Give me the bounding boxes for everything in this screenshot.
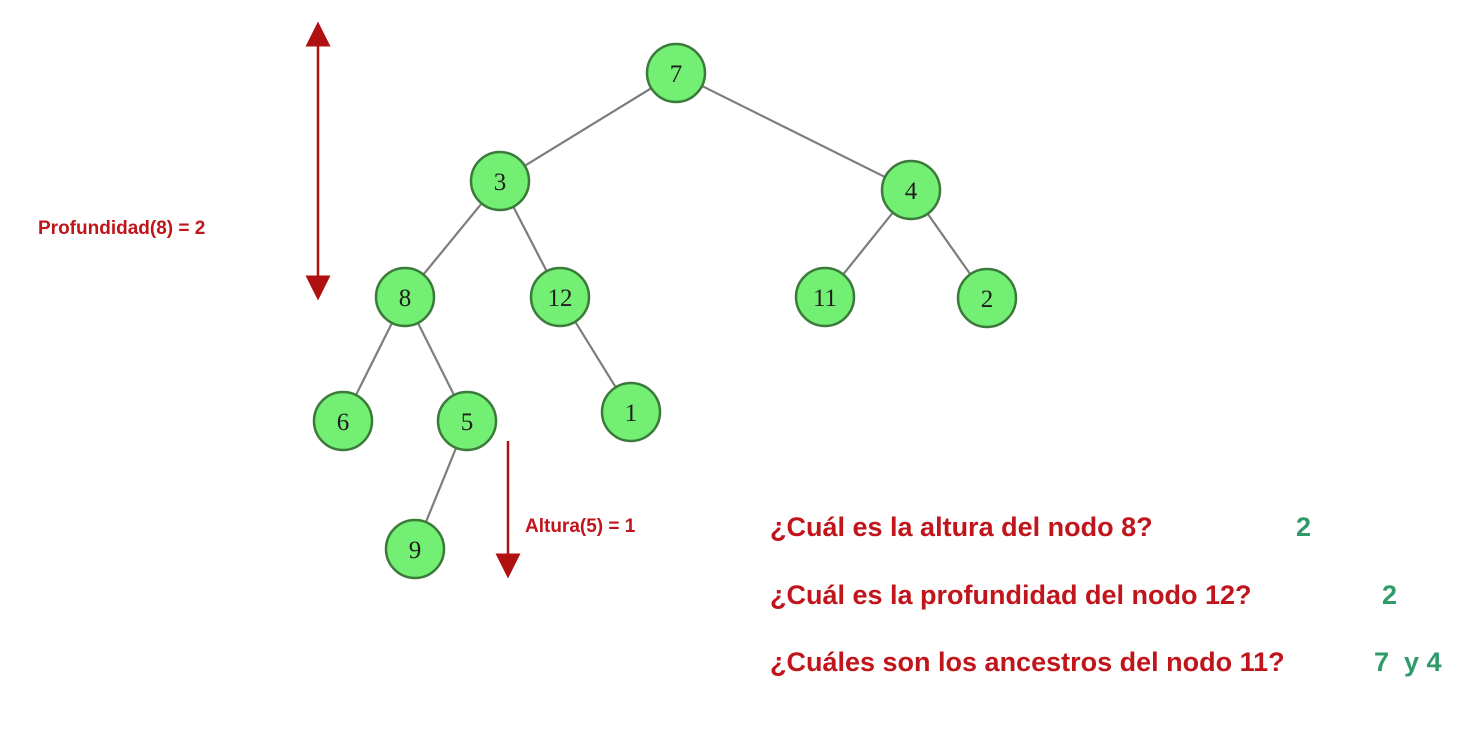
- tree-node-1: 1: [600, 381, 662, 443]
- depth-annotation: Profundidad(8) = 2: [38, 218, 205, 239]
- node-label: 1: [625, 400, 638, 427]
- node-circle: [469, 150, 531, 212]
- tree-node-7: 7: [645, 42, 707, 104]
- edges: [354, 84, 972, 523]
- edge-4-11: [842, 211, 894, 276]
- height-annotation: Altura(5) = 1: [525, 516, 636, 537]
- edge-8-5: [416, 322, 456, 396]
- tree-node-9: 9: [384, 518, 446, 580]
- node-label: 2: [981, 286, 994, 313]
- node-circle: [794, 266, 856, 328]
- edge-7-3: [524, 87, 652, 167]
- question-1: ¿Cuál es la altura del nodo 8?: [770, 512, 1153, 542]
- edge-3-12: [512, 206, 548, 272]
- tree-node-2: 2: [956, 267, 1018, 329]
- nodes: 7 3 4 8 12 11 2 6 5 1 9: [312, 42, 1018, 580]
- node-circle: [436, 390, 498, 452]
- node-label: 9: [409, 537, 422, 564]
- edge-7-4: [701, 84, 886, 179]
- node-circle: [312, 390, 374, 452]
- node-circle: [880, 159, 942, 221]
- node-circle: [529, 266, 591, 328]
- answer-3: 7 y 4: [1374, 647, 1442, 677]
- answer-1: 2: [1296, 512, 1312, 542]
- edge-12-1: [574, 321, 617, 388]
- tree-node-12: 12: [529, 266, 591, 328]
- node-label: 8: [399, 285, 412, 312]
- edge-3-8: [422, 202, 483, 276]
- node-label: 4: [905, 178, 918, 205]
- tree-node-4: 4: [880, 159, 942, 221]
- node-label: 6: [337, 409, 350, 436]
- node-label: 5: [461, 409, 474, 436]
- node-circle: [600, 381, 662, 443]
- answer-2: 2: [1382, 580, 1398, 610]
- tree-node-8: 8: [374, 266, 436, 328]
- node-circle: [384, 518, 446, 580]
- tree-node-6: 6: [312, 390, 374, 452]
- node-circle: [645, 42, 707, 104]
- node-label: 3: [494, 169, 507, 196]
- tree-node-5: 5: [436, 390, 498, 452]
- edge-8-6: [354, 322, 394, 396]
- tree-node-11: 11: [794, 266, 856, 328]
- question-2: ¿Cuál es la profundidad del nodo 12?: [770, 580, 1252, 610]
- edge-5-9: [424, 447, 458, 523]
- node-circle: [956, 267, 1018, 329]
- edge-4-2: [926, 213, 972, 275]
- node-label: 12: [548, 285, 573, 312]
- node-label: 7: [670, 61, 683, 88]
- tree-node-3: 3: [469, 150, 531, 212]
- node-label: 11: [813, 285, 837, 312]
- question-3: ¿Cuáles son los ancestros del nodo 11?: [770, 647, 1285, 677]
- node-circle: [374, 266, 436, 328]
